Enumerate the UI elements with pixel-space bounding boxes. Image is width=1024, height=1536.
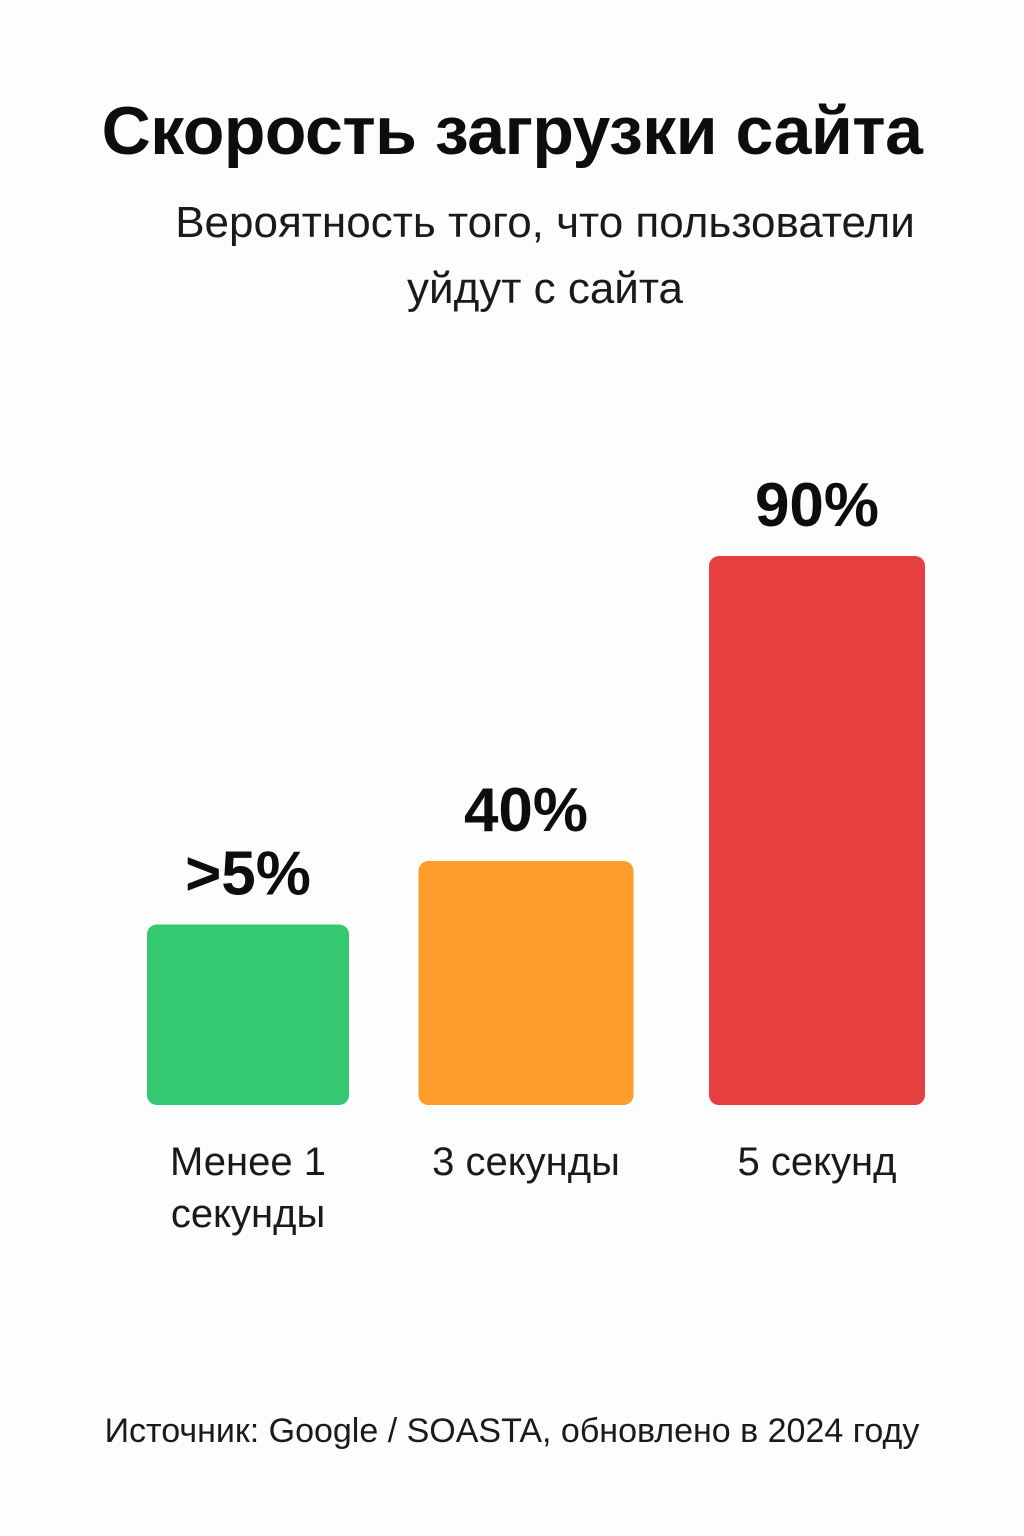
category-label-2: 3 секунды xyxy=(432,1140,620,1184)
chart-title: Скорость загрузки сайта xyxy=(101,93,923,169)
value-label-2: 40% xyxy=(464,776,588,845)
value-label-3: 90% xyxy=(755,471,879,540)
chart-subtitle: Вероятность того, что пользователи уйдут… xyxy=(175,198,915,313)
value-label-1: >5% xyxy=(185,840,311,909)
source-note: Источник: Google / SOASTA, обновлено в 2… xyxy=(104,1412,920,1450)
category-label-3: 5 секунд xyxy=(738,1140,897,1184)
bar-1 xyxy=(147,924,349,1105)
bar-3 xyxy=(709,556,925,1105)
category-label-1: Менее 1 секунды xyxy=(170,1140,326,1236)
bar-2 xyxy=(418,861,634,1105)
